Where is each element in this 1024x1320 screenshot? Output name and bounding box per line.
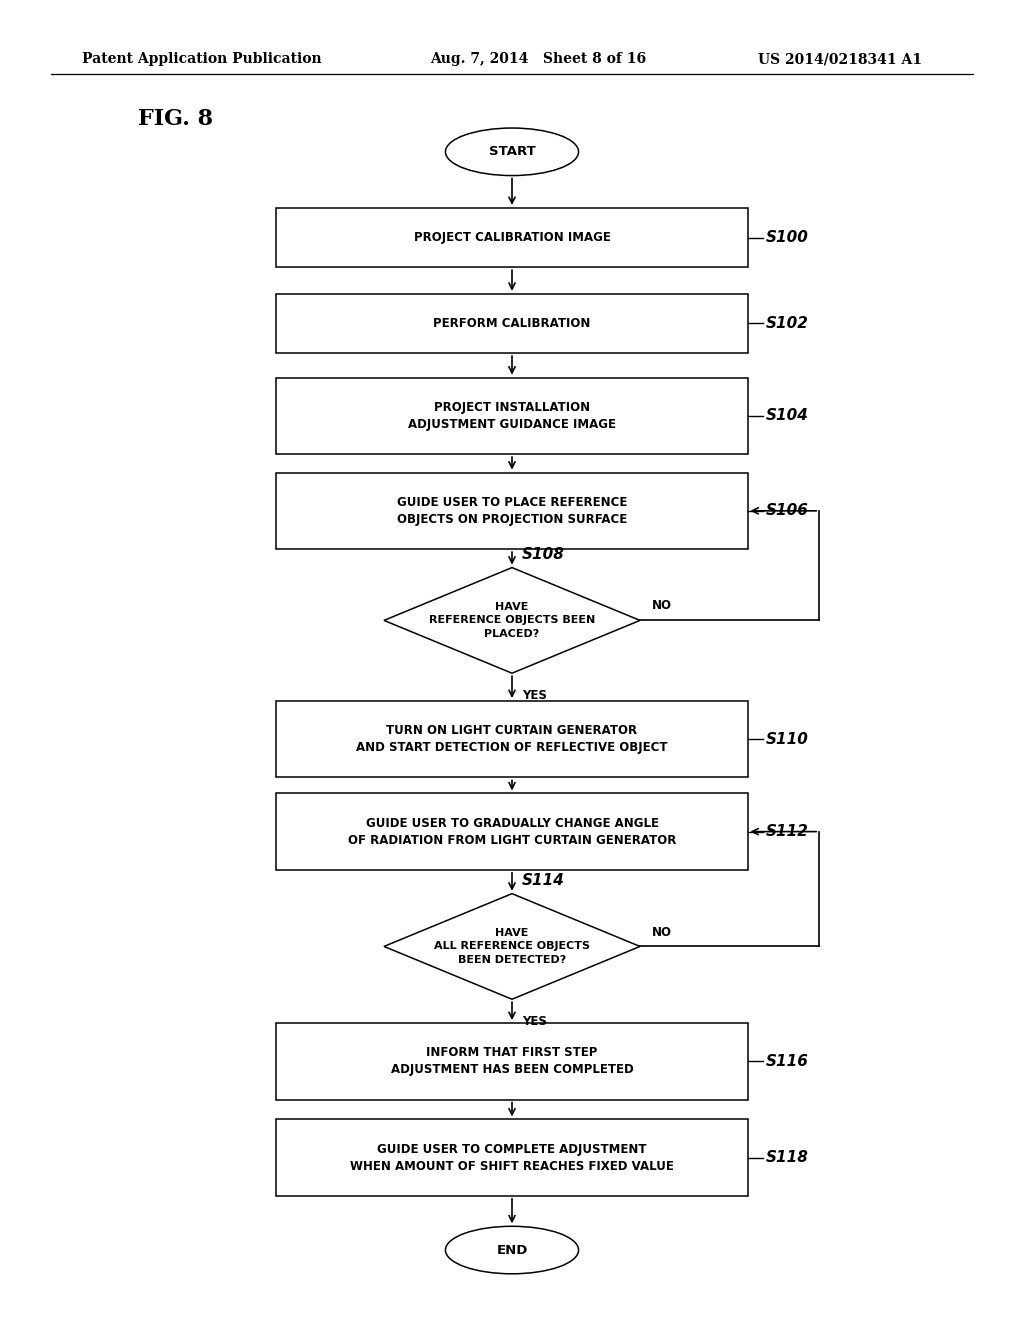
Polygon shape bbox=[384, 568, 640, 673]
Text: S116: S116 bbox=[766, 1053, 809, 1069]
Text: PROJECT INSTALLATION
ADJUSTMENT GUIDANCE IMAGE: PROJECT INSTALLATION ADJUSTMENT GUIDANCE… bbox=[408, 401, 616, 430]
FancyBboxPatch shape bbox=[276, 207, 748, 267]
FancyBboxPatch shape bbox=[276, 701, 748, 777]
FancyBboxPatch shape bbox=[276, 1119, 748, 1196]
Text: END: END bbox=[497, 1243, 527, 1257]
Text: GUIDE USER TO PLACE REFERENCE
OBJECTS ON PROJECTION SURFACE: GUIDE USER TO PLACE REFERENCE OBJECTS ON… bbox=[397, 496, 627, 525]
Text: S106: S106 bbox=[766, 503, 809, 519]
Text: US 2014/0218341 A1: US 2014/0218341 A1 bbox=[758, 53, 922, 66]
Text: GUIDE USER TO COMPLETE ADJUSTMENT
WHEN AMOUNT OF SHIFT REACHES FIXED VALUE: GUIDE USER TO COMPLETE ADJUSTMENT WHEN A… bbox=[350, 1143, 674, 1172]
Text: S114: S114 bbox=[522, 874, 565, 888]
Text: TURN ON LIGHT CURTAIN GENERATOR
AND START DETECTION OF REFLECTIVE OBJECT: TURN ON LIGHT CURTAIN GENERATOR AND STAR… bbox=[356, 725, 668, 754]
Text: S102: S102 bbox=[766, 315, 809, 331]
Text: S110: S110 bbox=[766, 731, 809, 747]
Text: Aug. 7, 2014   Sheet 8 of 16: Aug. 7, 2014 Sheet 8 of 16 bbox=[430, 53, 646, 66]
Text: PERFORM CALIBRATION: PERFORM CALIBRATION bbox=[433, 317, 591, 330]
Text: S108: S108 bbox=[522, 548, 565, 562]
Text: INFORM THAT FIRST STEP
ADJUSTMENT HAS BEEN COMPLETED: INFORM THAT FIRST STEP ADJUSTMENT HAS BE… bbox=[390, 1047, 634, 1076]
Ellipse shape bbox=[445, 128, 579, 176]
Polygon shape bbox=[384, 894, 640, 999]
Text: S100: S100 bbox=[766, 230, 809, 246]
FancyBboxPatch shape bbox=[276, 1023, 748, 1100]
Text: S118: S118 bbox=[766, 1150, 809, 1166]
Text: HAVE
REFERENCE OBJECTS BEEN
PLACED?: HAVE REFERENCE OBJECTS BEEN PLACED? bbox=[429, 602, 595, 639]
Text: GUIDE USER TO GRADUALLY CHANGE ANGLE
OF RADIATION FROM LIGHT CURTAIN GENERATOR: GUIDE USER TO GRADUALLY CHANGE ANGLE OF … bbox=[348, 817, 676, 846]
FancyBboxPatch shape bbox=[276, 793, 748, 870]
Text: Patent Application Publication: Patent Application Publication bbox=[82, 53, 322, 66]
Text: START: START bbox=[488, 145, 536, 158]
Text: NO: NO bbox=[652, 925, 673, 939]
Text: HAVE
ALL REFERENCE OBJECTS
BEEN DETECTED?: HAVE ALL REFERENCE OBJECTS BEEN DETECTED… bbox=[434, 928, 590, 965]
Text: S112: S112 bbox=[766, 824, 809, 840]
FancyBboxPatch shape bbox=[276, 293, 748, 352]
FancyBboxPatch shape bbox=[276, 473, 748, 549]
FancyBboxPatch shape bbox=[276, 378, 748, 454]
Text: YES: YES bbox=[522, 689, 547, 702]
Text: FIG. 8: FIG. 8 bbox=[138, 108, 213, 129]
Text: YES: YES bbox=[522, 1015, 547, 1028]
Text: NO: NO bbox=[652, 599, 673, 612]
Text: S104: S104 bbox=[766, 408, 809, 424]
Ellipse shape bbox=[445, 1226, 579, 1274]
Text: PROJECT CALIBRATION IMAGE: PROJECT CALIBRATION IMAGE bbox=[414, 231, 610, 244]
